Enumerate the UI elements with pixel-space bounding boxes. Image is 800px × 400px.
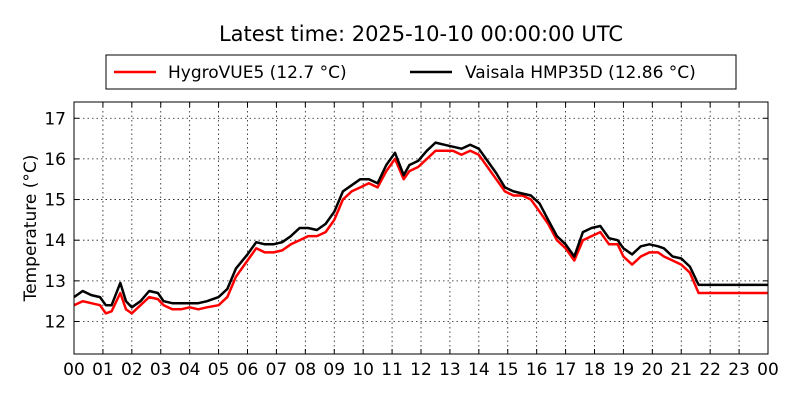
x-tick-label: 06 xyxy=(237,360,259,380)
legend: HygroVUE5 (12.7 °C) Vaisala HMP35D (12.8… xyxy=(105,54,737,90)
x-tick-label: 00 xyxy=(757,360,779,380)
x-tick-label: 14 xyxy=(468,360,490,380)
x-tick-label: 21 xyxy=(670,360,692,380)
x-tick-label: 00 xyxy=(63,360,85,380)
x-tick-label: 17 xyxy=(555,360,577,380)
x-axis: 00 01 02 03 04 05 06 07 08 09 10 11 12 13 14 15 16 17 18 19… xyxy=(63,102,779,380)
x-tick-label: 23 xyxy=(728,360,750,380)
x-tick-label: 03 xyxy=(150,360,172,380)
x-tick-label: 04 xyxy=(179,360,201,380)
y-tick-label: 16 xyxy=(44,150,66,170)
x-tick-label: 16 xyxy=(526,360,548,380)
y-tick-label: 15 xyxy=(44,191,66,211)
x-tick-label: 10 xyxy=(352,360,374,380)
series-line-1 xyxy=(73,141,768,309)
x-tick-label: 07 xyxy=(266,360,288,380)
y-tick-label: 12 xyxy=(44,312,66,332)
x-tick-label: 15 xyxy=(497,360,519,380)
legend-label-hygrovue5: HygroVUE5 (12.7 °C) xyxy=(168,63,347,83)
x-tick-label: 19 xyxy=(613,360,635,380)
y-tick-label: 17 xyxy=(44,109,66,129)
x-tick-label: 12 xyxy=(410,360,432,380)
x-tick-label: 05 xyxy=(208,360,230,380)
x-tick-label: 18 xyxy=(584,360,606,380)
grid xyxy=(74,102,768,354)
x-tick-label: 09 xyxy=(323,360,345,380)
x-tick-label: 01 xyxy=(92,360,114,380)
x-tick-label: 13 xyxy=(439,360,461,380)
chart-title: Latest time: 2025-10-10 00:00:00 UTC xyxy=(219,22,623,46)
x-tick-label: 08 xyxy=(295,360,317,380)
x-tick-label: 02 xyxy=(121,360,143,380)
y-tick-label: 14 xyxy=(44,231,66,251)
x-tick-label: 22 xyxy=(699,360,721,380)
legend-label-vaisala: Vaisala HMP35D (12.86 °C) xyxy=(465,63,696,83)
y-axis-label: Temperature (°C) xyxy=(21,155,41,303)
x-tick-label: 11 xyxy=(381,360,403,380)
y-tick-label: 13 xyxy=(44,272,66,292)
y-axis: 12 13 14 15 16 17 xyxy=(44,109,768,332)
x-tick-label: 20 xyxy=(642,360,664,380)
series-group xyxy=(73,141,768,315)
series-line-0 xyxy=(73,149,768,315)
